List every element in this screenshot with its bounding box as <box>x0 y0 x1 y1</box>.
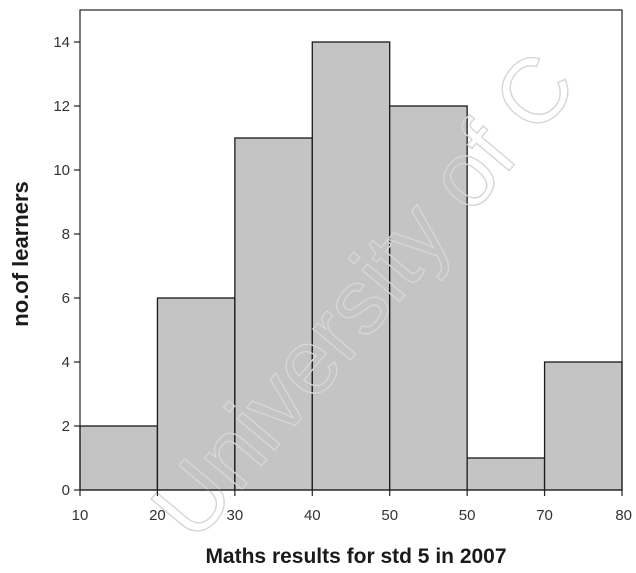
x-tick-label: 50 <box>459 507 476 524</box>
y-tick-label: 12 <box>53 98 70 115</box>
x-tick-label: 30 <box>227 507 244 524</box>
y-tick-label: 4 <box>62 354 70 371</box>
y-axis-ticks: 0 2 4 6 8 10 12 14 <box>53 34 80 499</box>
x-tick-label: 10 <box>72 507 89 524</box>
x-tick-label: 80 <box>615 507 632 524</box>
x-tick-label: 40 <box>304 507 321 524</box>
y-tick-label: 0 <box>62 482 70 499</box>
histogram-bar <box>234 137 313 491</box>
x-tick-label: 20 <box>149 507 166 524</box>
x-axis-ticks: 10 20 30 40 50 50 70 80 <box>72 490 632 524</box>
x-tick-label: 50 <box>381 507 398 524</box>
x-axis-label: Maths results for std 5 in 2007 <box>205 545 506 568</box>
bars-group <box>79 41 623 491</box>
y-tick-label: 6 <box>62 290 70 307</box>
y-tick-label: 8 <box>62 226 70 243</box>
plot-frame <box>79 9 623 491</box>
y-tick-label: 2 <box>62 418 70 435</box>
x-tick-label: 70 <box>536 507 553 524</box>
histogram-bar <box>156 297 236 491</box>
histogram-bar <box>466 457 546 491</box>
histogram-bar <box>311 41 391 491</box>
y-tick-label: 14 <box>53 34 70 51</box>
y-axis-label: no.of learners <box>8 181 33 326</box>
y-tick-label: 10 <box>53 162 70 179</box>
histogram-bar <box>79 425 159 491</box>
histogram-bar <box>543 361 623 491</box>
